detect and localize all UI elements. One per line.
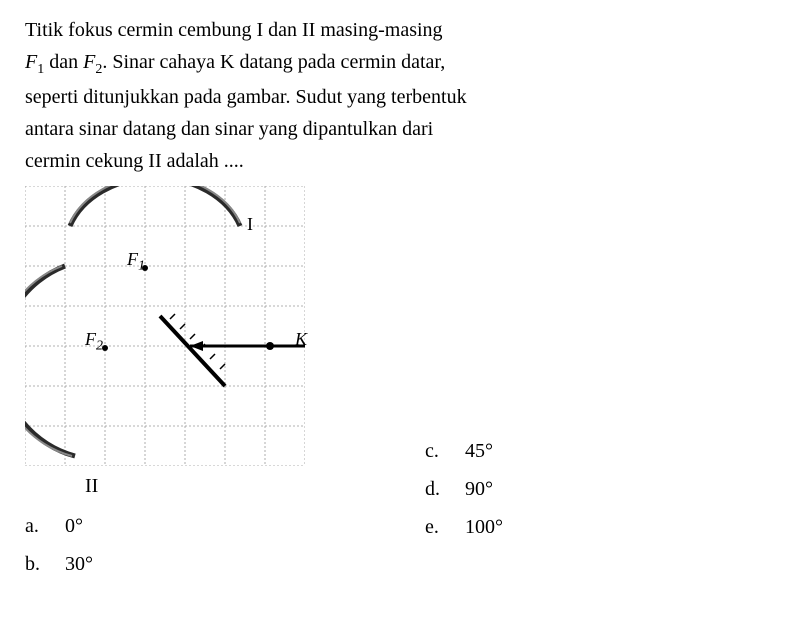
options-left-column: a. 0° b. 30° — [25, 511, 305, 579]
grid-svg — [25, 186, 305, 466]
question-line-4: antara sinar datang dan sinar yang dipan… — [25, 114, 761, 144]
f1-symbol: F — [25, 51, 37, 73]
label-f2: F2 — [85, 326, 103, 357]
label-k: K — [295, 326, 307, 353]
q2-p4: . Sinar cahaya K datang pada cermin data… — [102, 51, 445, 73]
option-b-letter: b. — [25, 549, 60, 579]
option-d-letter: d. — [425, 474, 460, 504]
question-line-1: Titik fokus cermin cembung I dan II masi… — [25, 15, 761, 45]
option-d-value: 90° — [465, 478, 493, 500]
option-b: b. 30° — [25, 549, 305, 579]
question-line-5: cermin cekung II adalah .... — [25, 146, 761, 176]
f1-letter: F — [127, 249, 138, 269]
option-c-letter: c. — [425, 436, 460, 466]
options-right-column: c. 45° d. 90° e. 100° — [425, 436, 503, 550]
option-c-value: 45° — [465, 440, 493, 462]
option-e: e. 100° — [425, 512, 503, 542]
f2-symbol: F — [83, 51, 95, 73]
option-b-value: 30° — [65, 553, 93, 575]
question-line-3: seperti ditunjukkan pada gambar. Sudut y… — [25, 82, 761, 112]
optics-diagram: I F1 F2 K — [25, 186, 305, 466]
option-d: d. 90° — [425, 474, 503, 504]
mirror-1-arc — [70, 186, 240, 226]
option-e-value: 100° — [465, 516, 503, 538]
option-a-letter: a. — [25, 511, 60, 541]
option-a: a. 0° — [25, 511, 305, 541]
ray-k-origin-dot — [266, 342, 274, 350]
flat-mirror — [160, 316, 225, 386]
q2-p2: dan — [44, 51, 83, 73]
question-line-2: F1 dan F2. Sinar cahaya K datang pada ce… — [25, 47, 761, 80]
f1-subscript: 1 — [138, 259, 145, 274]
label-mirror-1: I — [247, 211, 253, 238]
option-c: c. 45° — [425, 436, 503, 466]
grid-lines — [25, 186, 305, 466]
label-mirror-2: II — [85, 471, 305, 501]
diagram-column: I F1 F2 K II a. 0° b. 30° — [25, 186, 305, 587]
question-text: Titik fokus cermin cembung I dan II masi… — [25, 15, 761, 176]
f2-letter: F — [85, 329, 96, 349]
option-e-letter: e. — [425, 512, 460, 542]
bottom-section: I F1 F2 K II a. 0° b. 30° c. 45° — [25, 186, 761, 587]
mirror-2-arc — [25, 266, 75, 456]
f2-subscript: 2 — [96, 339, 103, 354]
option-a-value: 0° — [65, 515, 83, 537]
label-f1: F1 — [127, 246, 145, 277]
